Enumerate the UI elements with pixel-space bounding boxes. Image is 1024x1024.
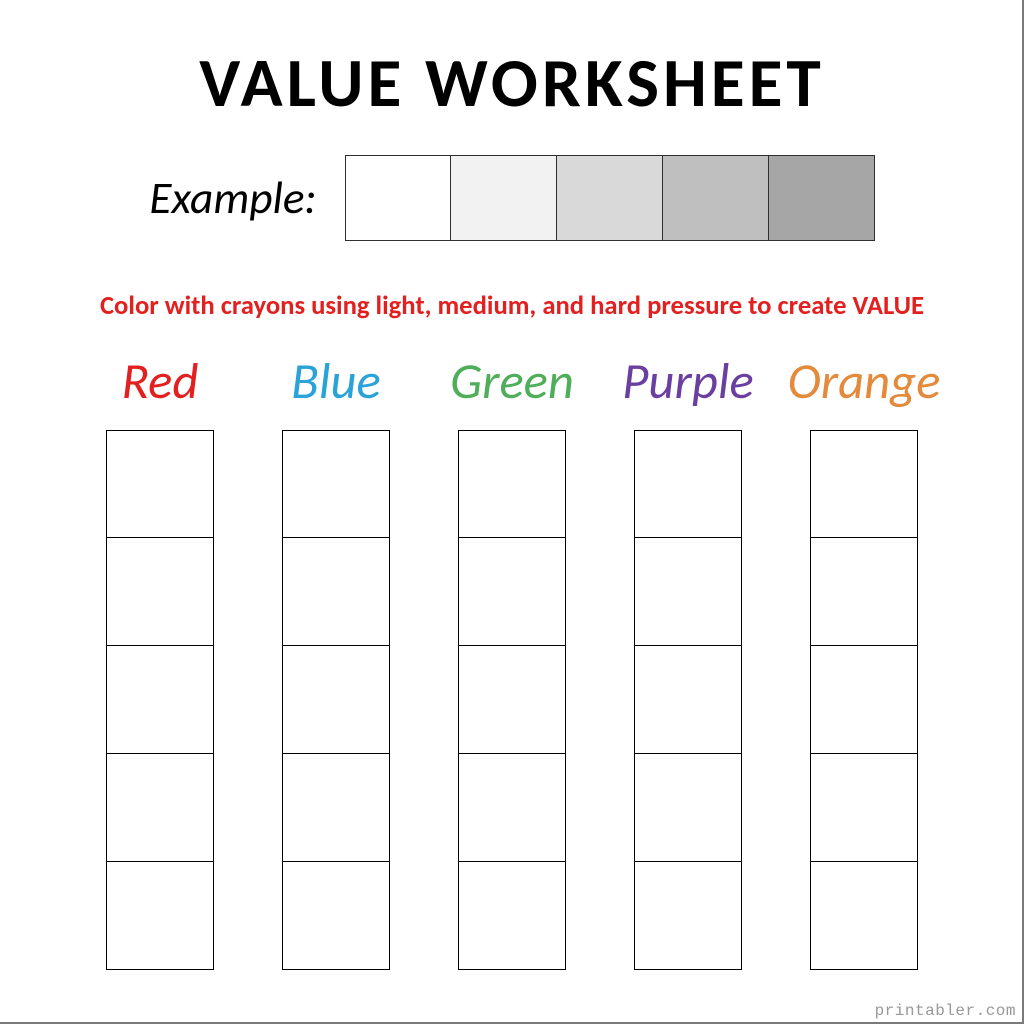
value-box <box>282 646 390 754</box>
column-label: Blue <box>248 350 424 412</box>
value-box <box>458 430 566 538</box>
value-box <box>106 538 214 646</box>
value-box <box>458 646 566 754</box>
column-labels-row: RedBlueGreenPurpleOrange <box>0 350 1024 412</box>
example-label: Example: <box>149 171 316 226</box>
value-column <box>72 430 248 970</box>
example-swatch <box>557 155 663 241</box>
value-box <box>458 538 566 646</box>
value-box <box>458 754 566 862</box>
example-swatch <box>345 155 451 241</box>
value-box <box>106 862 214 970</box>
value-box <box>458 862 566 970</box>
column-label: Orange <box>776 350 952 412</box>
value-box <box>634 430 742 538</box>
value-box <box>810 538 918 646</box>
columns-area: RedBlueGreenPurpleOrange <box>0 350 1024 970</box>
column-boxes-row <box>0 430 1024 970</box>
example-row: Example: <box>0 155 1024 241</box>
value-box <box>282 538 390 646</box>
watermark-text: printabler.com <box>875 1002 1016 1020</box>
value-box <box>106 430 214 538</box>
example-swatch <box>663 155 769 241</box>
value-box <box>810 646 918 754</box>
value-box <box>634 862 742 970</box>
value-box <box>810 754 918 862</box>
value-box <box>810 430 918 538</box>
value-box <box>282 430 390 538</box>
value-column <box>600 430 776 970</box>
column-label: Purple <box>600 350 776 412</box>
value-column <box>776 430 952 970</box>
value-box <box>810 862 918 970</box>
value-column <box>424 430 600 970</box>
value-column <box>248 430 424 970</box>
value-box <box>106 646 214 754</box>
value-box <box>282 754 390 862</box>
value-box <box>634 538 742 646</box>
value-box <box>106 754 214 862</box>
page-title: VALUE WORKSHEET <box>0 40 1024 125</box>
value-box <box>634 754 742 862</box>
instruction-text: Color with crayons using light, medium, … <box>0 290 1024 322</box>
example-swatch <box>769 155 875 241</box>
worksheet-page: VALUE WORKSHEET Example: Color with cray… <box>0 0 1024 1024</box>
column-label: Red <box>72 350 248 412</box>
value-box <box>634 646 742 754</box>
example-swatch <box>451 155 557 241</box>
value-box <box>282 862 390 970</box>
column-label: Green <box>424 350 600 412</box>
example-swatches <box>345 155 875 241</box>
